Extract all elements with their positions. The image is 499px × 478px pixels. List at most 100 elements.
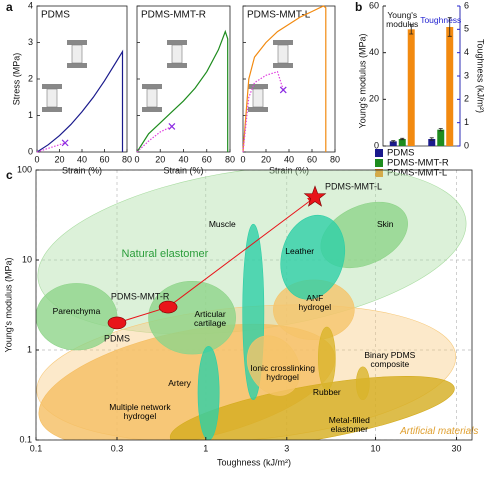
region-label-box: Natural elastomer [121, 247, 209, 260]
region-label: Binary PDMS composite [364, 350, 416, 370]
x-tick-label: 0 [240, 154, 245, 164]
error-bar [438, 128, 443, 132]
region-label: Articular cartilage [194, 308, 227, 328]
region-label-box: Artery [168, 377, 191, 388]
y-tick-label: 40 [369, 47, 379, 57]
x-tick-label: 80 [330, 154, 340, 164]
y-axis-label: Stress (MPa) [11, 53, 21, 106]
point-label: PDMS [104, 333, 130, 343]
x-tick-label: 60 [307, 154, 317, 164]
region [317, 326, 336, 391]
region-label-box: Skin [377, 220, 394, 229]
category-label: Toughness [420, 14, 462, 25]
region-label-box: Articular cartilage [194, 308, 227, 328]
panel-title: PDMS-MMT-R [141, 10, 206, 21]
dotted-curve [242, 70, 284, 153]
region-label: Multiple network hydrogel [109, 401, 171, 421]
x-tick-label: 0.3 [111, 443, 124, 453]
specimen-body [146, 88, 158, 108]
region-label-box: Leather [285, 245, 315, 256]
region-label-box: Artificial materials [400, 426, 479, 438]
specimen-grip [142, 84, 162, 89]
category-label-box: Toughness [420, 14, 462, 25]
y-tick-label: 10 [22, 254, 32, 264]
x-tick-label: 20 [54, 154, 64, 164]
region-label: Artificial materials [400, 426, 479, 438]
point [158, 300, 178, 314]
bar [446, 27, 454, 146]
region-label: Leather [285, 245, 315, 256]
category-label-box: Young's modulus [386, 11, 418, 29]
error-bar [400, 137, 405, 141]
y2-axis-label: Toughness (kJ/m²) [476, 39, 486, 113]
y2-tick-label: 6 [464, 0, 469, 10]
bar [389, 141, 397, 146]
plot-frame [242, 5, 336, 153]
x-tick-label: 40 [284, 154, 294, 164]
region-label: Ionic crosslinking hydrogel [250, 362, 315, 382]
y-tick-label: 0.1 [19, 434, 32, 444]
plot-frame [36, 5, 128, 153]
point [107, 316, 127, 330]
region-label-box: Binary PDMS composite [364, 350, 416, 370]
point-label: PDMS-MMT-L [325, 181, 382, 191]
region-label-box: Multiple network hydrogel [109, 401, 171, 421]
x-tick-label: 60 [202, 154, 212, 164]
y-tick-label: 4 [28, 0, 33, 10]
trend-arrow [116, 305, 170, 324]
legend-swatch [375, 169, 383, 177]
stress-strain-curve [242, 5, 327, 153]
stress-strain-curve [36, 49, 124, 153]
legend-swatch [375, 159, 383, 167]
panel-label: b [355, 0, 362, 14]
y-tick-label: 3 [28, 37, 33, 47]
specimen-body [46, 88, 58, 108]
specimen-body [171, 44, 183, 64]
legend-label: PDMS [387, 148, 414, 159]
y-tick-label: 2 [28, 73, 33, 83]
specimen-grip [67, 63, 87, 68]
region [355, 366, 370, 401]
legend-swatch [375, 149, 383, 157]
x-tick-label: 40 [77, 154, 87, 164]
x-tick-label: 80 [122, 154, 132, 164]
region-label: Rubber [312, 387, 341, 397]
region-label: Parenchyma [52, 306, 101, 317]
region-label: Artery [168, 377, 191, 388]
y-tick-label: 0 [374, 140, 379, 150]
region [148, 280, 236, 355]
x-tick-label: 10 [371, 443, 381, 453]
legend-label: PDMS-MMT-L [387, 168, 447, 179]
specimen-grip [248, 107, 268, 112]
bar [398, 139, 406, 146]
region-label-box: Rubber [312, 387, 341, 397]
region-label-box: Muscle [209, 219, 236, 228]
break-marker [61, 139, 69, 147]
panel-title: PDMS [41, 10, 70, 21]
region-label-box: ANF hydrogel [299, 293, 332, 311]
region [280, 214, 345, 300]
specimen-grip [273, 63, 293, 68]
break-marker [168, 123, 176, 130]
specimen-grip [42, 107, 62, 112]
point-star [303, 185, 327, 207]
error-bar [447, 17, 452, 37]
bar [428, 139, 436, 146]
specimen-grip [248, 84, 268, 89]
specimen-grip [273, 40, 293, 45]
legend-label: PDMS-MMT-R [387, 158, 449, 169]
x-tick-label: 0.1 [30, 443, 43, 453]
y2-tick-label: 4 [464, 47, 469, 57]
x-tick-label: 0 [134, 154, 139, 164]
y-tick-label: 100 [17, 164, 32, 174]
y-axis-label: Young's modulus (MPa) [3, 258, 13, 353]
break-marker [279, 86, 287, 94]
y-tick-label: 1 [28, 110, 33, 120]
y-tick-label: 20 [369, 94, 379, 104]
stress-strain-curve [136, 29, 229, 153]
specimen-grip [167, 40, 187, 45]
region-label: Natural elastomer [121, 247, 209, 260]
y2-tick-label: 5 [464, 24, 469, 34]
